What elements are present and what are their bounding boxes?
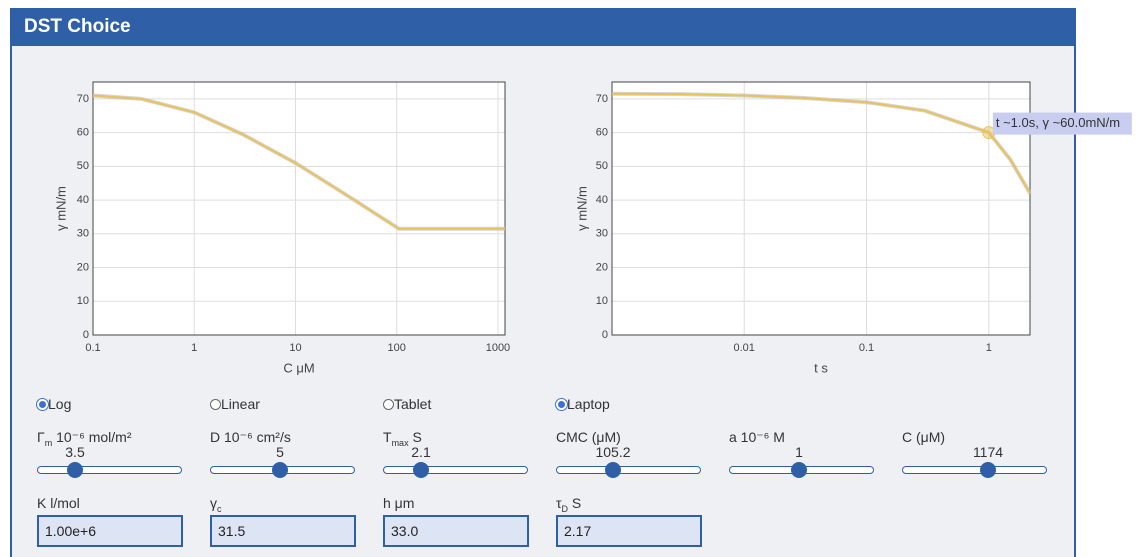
slider-track[interactable] xyxy=(902,466,1047,474)
slider-value: 1174 xyxy=(972,444,1004,460)
radio-button[interactable] xyxy=(383,399,394,410)
y-tick-label: 10 xyxy=(596,295,608,307)
slider-label: a 10⁻⁶ M xyxy=(729,429,785,445)
y-tick-label: 20 xyxy=(596,261,608,273)
header-title: DST Choice xyxy=(10,8,1076,46)
plot-border xyxy=(92,81,506,336)
slider-thumb[interactable] xyxy=(791,462,807,478)
y-tick-label: 30 xyxy=(596,228,608,240)
input-box[interactable]: 2.17 xyxy=(556,515,702,547)
x-tick-label: 0.1 xyxy=(85,342,100,354)
input-box[interactable]: 33.0 xyxy=(383,515,529,547)
radio-button[interactable] xyxy=(37,399,48,410)
slider-label: CMC (μM) xyxy=(556,429,621,445)
radio-button[interactable] xyxy=(556,399,567,410)
mode-radio[interactable]: Tablet xyxy=(383,396,431,412)
radio-label: Tablet xyxy=(394,396,432,412)
slider-thumb[interactable] xyxy=(272,462,288,478)
mode-radio[interactable]: Linear xyxy=(210,396,260,412)
radio-label: Laptop xyxy=(567,396,610,412)
slider-thumb[interactable] xyxy=(605,462,621,478)
slider-thumb[interactable] xyxy=(67,462,83,478)
x-tick-label: 1000 xyxy=(486,342,510,354)
y-axis-label: γ mN/m xyxy=(574,186,589,231)
plot-area xyxy=(611,81,1031,336)
slider-track[interactable] xyxy=(383,466,528,474)
slider-label: Tmax S xyxy=(383,429,422,448)
y-tick-label: 70 xyxy=(77,93,89,105)
y-tick-label: 40 xyxy=(596,194,608,206)
input-label: γc xyxy=(210,495,222,514)
input-label: τD S xyxy=(556,495,582,514)
slider-track[interactable] xyxy=(556,466,701,474)
y-tick-label: 20 xyxy=(77,261,89,273)
radio-label: Log xyxy=(48,396,72,412)
tooltip-bg xyxy=(992,112,1132,135)
plot-border xyxy=(611,81,1031,336)
y-tick-label: 10 xyxy=(77,295,89,307)
slider-track[interactable] xyxy=(37,466,182,474)
y-tick-label: 70 xyxy=(596,93,608,105)
mode-radio[interactable]: Log xyxy=(37,396,71,412)
y-tick-label: 40 xyxy=(77,194,89,206)
curve xyxy=(92,94,505,230)
plot-area xyxy=(92,81,506,336)
slider-value: 2.1 xyxy=(411,444,431,460)
x-tick-label: 10 xyxy=(289,342,301,354)
y-tick-label: 60 xyxy=(77,127,89,139)
input-label: h μm xyxy=(383,495,415,511)
slider-value: 1 xyxy=(795,444,803,460)
slider-thumb[interactable] xyxy=(980,462,996,478)
x-tick-label: 100 xyxy=(388,342,406,354)
x-tick-label: 0.1 xyxy=(859,342,874,354)
slider-value: 3.5 xyxy=(65,444,85,460)
y-axis-label: γ mN/m xyxy=(53,186,68,231)
x-tick-label: 1 xyxy=(191,342,197,354)
radio-label: Linear xyxy=(221,396,260,412)
slider-thumb[interactable] xyxy=(413,462,429,478)
y-tick-label: 30 xyxy=(77,228,89,240)
y-tick-label: 50 xyxy=(596,160,608,172)
input-box[interactable]: 31.5 xyxy=(210,515,356,547)
x-tick-label: 1 xyxy=(986,342,992,354)
x-axis-label: t s xyxy=(814,360,828,375)
slider-label: D 10⁻⁶ cm²/s xyxy=(210,429,291,445)
curve xyxy=(611,92,1031,194)
slider-label: Γm 10⁻⁶ mol/m² xyxy=(37,429,132,448)
y-tick-label: 0 xyxy=(602,329,608,341)
x-axis-label: C μM xyxy=(283,360,314,375)
input-label: K l/mol xyxy=(37,495,80,511)
radio-button[interactable] xyxy=(210,399,221,410)
x-tick-label: 0.01 xyxy=(734,342,755,354)
slider-value: 5 xyxy=(276,444,284,460)
input-box[interactable]: 1.00e+6 xyxy=(37,515,183,547)
y-tick-label: 0 xyxy=(83,329,89,341)
slider-value: 105.2 xyxy=(595,444,631,460)
tooltip: t ~1.0s, γ ~60.0mN/m xyxy=(996,115,1120,130)
mode-radio[interactable]: Laptop xyxy=(556,396,610,412)
slider-label: C (μM) xyxy=(902,429,946,445)
y-tick-label: 50 xyxy=(77,160,89,172)
y-tick-label: 60 xyxy=(596,127,608,139)
